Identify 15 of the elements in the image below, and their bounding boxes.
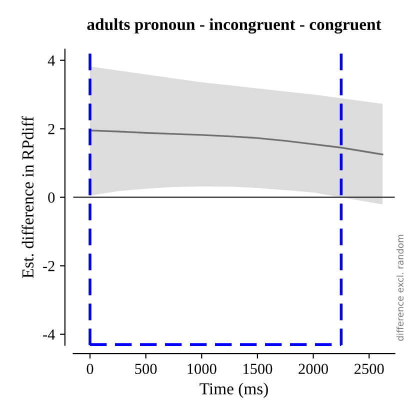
text: difference excl. random	[396, 234, 404, 341]
y-tick-label: 0	[48, 192, 55, 203]
y-tick-label: -2	[43, 260, 54, 272]
y-axis-title: Est. difference in RPdiff	[22, 116, 34, 278]
x-tick-label: 500	[135, 364, 157, 374]
y-tick-label: 4	[48, 56, 55, 66]
x-tick-label: 2000	[298, 364, 328, 374]
chart-title: adults pronoun - incongruent - congruent	[87, 18, 382, 34]
x-tick-label: 1500	[244, 364, 272, 374]
x-axis-title: Time (ms)	[200, 382, 268, 398]
x-tick-label: 2500	[354, 364, 384, 374]
y-tick-label: -4	[43, 330, 55, 340]
y-tick-label: 2	[48, 124, 54, 134]
x-tick-label: 1000	[188, 364, 216, 374]
x-tick-label: 0	[86, 364, 94, 374]
